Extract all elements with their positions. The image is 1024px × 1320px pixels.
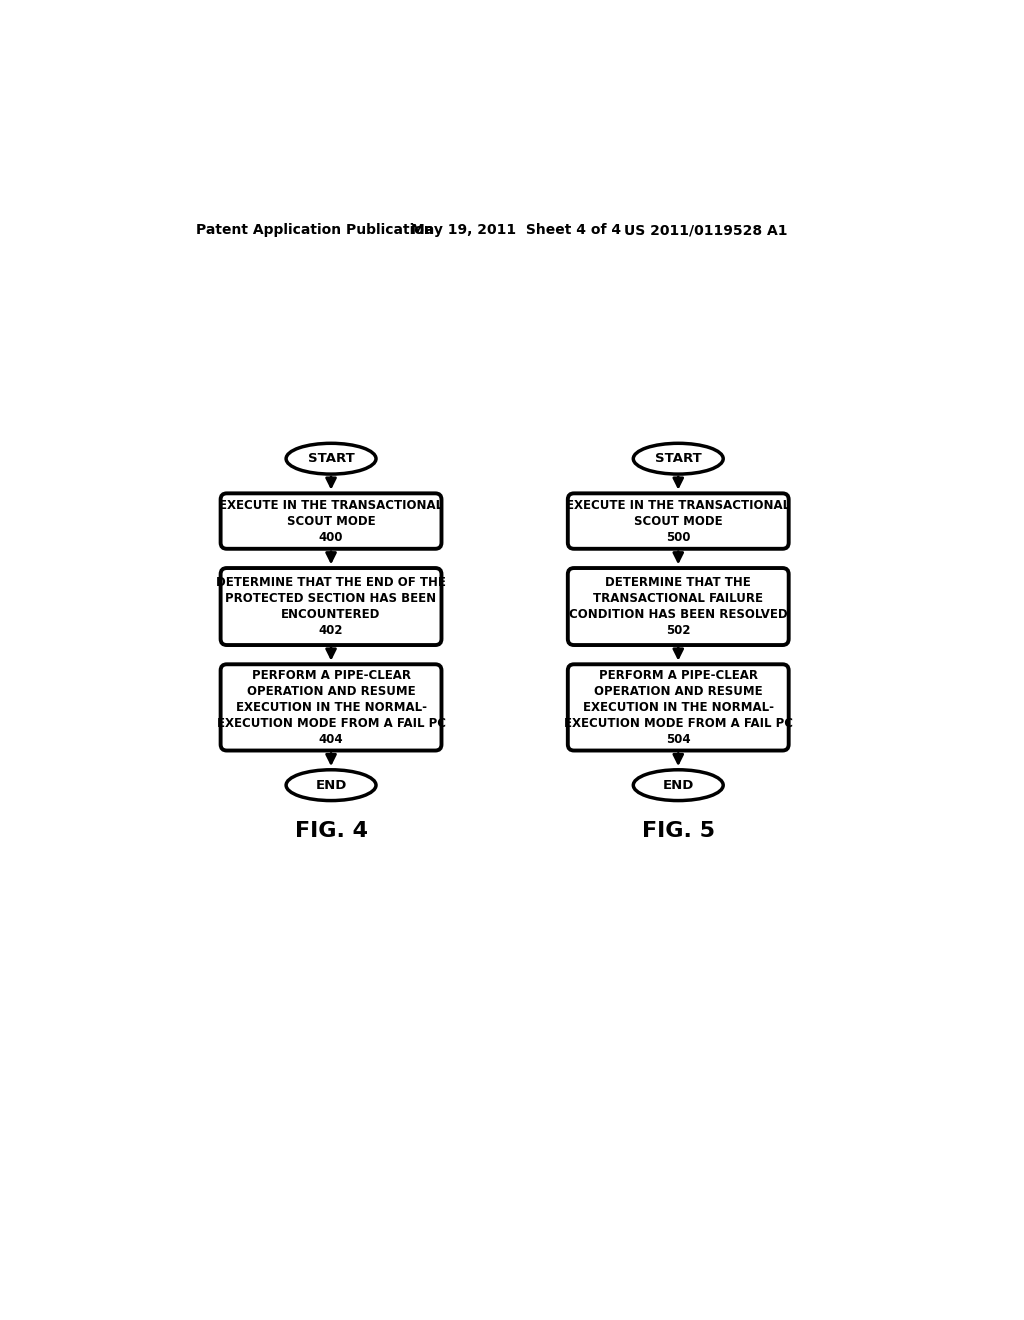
Text: FIG. 5: FIG. 5 <box>642 821 715 841</box>
Text: EXECUTE IN THE TRANSACTIONAL
SCOUT MODE
500: EXECUTE IN THE TRANSACTIONAL SCOUT MODE … <box>566 499 791 544</box>
Text: START: START <box>655 453 701 465</box>
FancyBboxPatch shape <box>220 664 441 751</box>
Ellipse shape <box>633 770 723 800</box>
Text: FIG. 4: FIG. 4 <box>295 821 368 841</box>
Text: START: START <box>307 453 354 465</box>
FancyBboxPatch shape <box>568 664 788 751</box>
Text: US 2011/0119528 A1: US 2011/0119528 A1 <box>624 223 787 238</box>
Ellipse shape <box>633 444 723 474</box>
FancyBboxPatch shape <box>568 494 788 549</box>
Text: EXECUTE IN THE TRANSACTIONAL
SCOUT MODE
400: EXECUTE IN THE TRANSACTIONAL SCOUT MODE … <box>219 499 443 544</box>
FancyBboxPatch shape <box>220 568 441 645</box>
Text: DETERMINE THAT THE END OF THE
PROTECTED SECTION HAS BEEN
ENCOUNTERED
402: DETERMINE THAT THE END OF THE PROTECTED … <box>216 576 446 638</box>
Ellipse shape <box>286 770 376 800</box>
Text: PERFORM A PIPE-CLEAR
OPERATION AND RESUME
EXECUTION IN THE NORMAL-
EXECUTION MOD: PERFORM A PIPE-CLEAR OPERATION AND RESUM… <box>564 669 793 746</box>
Text: END: END <box>663 779 694 792</box>
Text: END: END <box>315 779 347 792</box>
Text: PERFORM A PIPE-CLEAR
OPERATION AND RESUME
EXECUTION IN THE NORMAL-
EXECUTION MOD: PERFORM A PIPE-CLEAR OPERATION AND RESUM… <box>216 669 445 746</box>
Text: Patent Application Publication: Patent Application Publication <box>197 223 434 238</box>
Text: DETERMINE THAT THE
TRANSACTIONAL FAILURE
CONDITION HAS BEEN RESOLVED
502: DETERMINE THAT THE TRANSACTIONAL FAILURE… <box>569 576 787 638</box>
Ellipse shape <box>286 444 376 474</box>
FancyBboxPatch shape <box>220 494 441 549</box>
FancyBboxPatch shape <box>568 568 788 645</box>
Text: May 19, 2011  Sheet 4 of 4: May 19, 2011 Sheet 4 of 4 <box>411 223 621 238</box>
